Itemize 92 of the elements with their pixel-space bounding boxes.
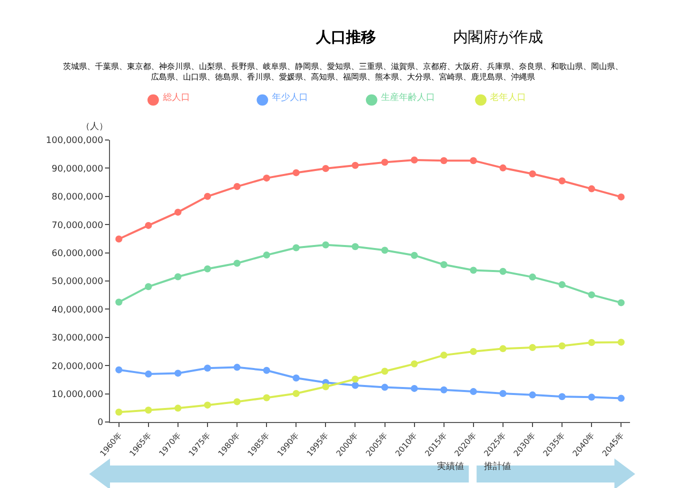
- point: [410, 252, 418, 259]
- point: [292, 390, 300, 398]
- point: [499, 268, 506, 275]
- point: [204, 192, 211, 200]
- point: [263, 394, 270, 402]
- y-tick-label: 30,000,000: [52, 334, 104, 344]
- point: [204, 265, 211, 272]
- point: [352, 162, 359, 169]
- point: [352, 376, 359, 383]
- point: [352, 382, 359, 389]
- point: [618, 394, 625, 402]
- point: [174, 208, 182, 216]
- point: [352, 243, 359, 250]
- point: [529, 170, 536, 178]
- chart-subtitle: 茨城県、千葉県、東京都、神奈川県、山梨県、長野県、岐阜県、静岡県、愛知県、三重県、滋賀県、京都府、大阪府、兵庫県、奈良県、和歌山県、岡山県、広島県、山口県、徳島県、香川県、愛媛県、高知県、福岡県、熊本県、大分県、宮崎県、鹿児島県、沖縄県: [63, 62, 623, 82]
- text: 推計値: [484, 461, 511, 472]
- point: [499, 164, 506, 172]
- point: [144, 283, 152, 290]
- point: [440, 261, 448, 268]
- legend-label: 生産年齢人口: [381, 92, 435, 103]
- point: [499, 345, 506, 352]
- point: [470, 266, 477, 274]
- point: [115, 235, 122, 242]
- y-tick-label: 0: [97, 418, 104, 428]
- point: [588, 338, 596, 346]
- point: [263, 252, 270, 259]
- y-tick-label: 40,000,000: [52, 305, 104, 316]
- text: 実績値: [437, 461, 464, 472]
- point: [588, 394, 596, 401]
- point: [529, 274, 536, 281]
- point: [174, 370, 182, 377]
- point: [440, 352, 448, 359]
- legend-label: 老年人口: [490, 92, 526, 103]
- point: [470, 348, 477, 355]
- point: [558, 342, 566, 350]
- point: [174, 273, 182, 280]
- legend-label: 総人口: [162, 92, 190, 103]
- point: [410, 360, 418, 368]
- point: [558, 177, 566, 184]
- y-tick-label: 60,000,000: [52, 248, 104, 259]
- point: [144, 370, 152, 378]
- point: [440, 386, 448, 394]
- point: [234, 260, 241, 267]
- point: [204, 402, 211, 409]
- point: [440, 157, 448, 164]
- point: [234, 183, 241, 190]
- point: [381, 158, 388, 166]
- point: [410, 384, 418, 392]
- legend-label: 年少人口: [272, 92, 308, 103]
- point: [558, 393, 566, 400]
- point: [558, 281, 566, 288]
- y-tick-label: 80,000,000: [52, 192, 104, 203]
- y-tick-label: 50,000,000: [52, 277, 104, 288]
- point: [381, 246, 388, 254]
- point: [618, 299, 625, 306]
- point: [588, 185, 596, 192]
- y-tick-label: 90,000,000: [52, 164, 104, 174]
- y-tick-label: 100,000,000: [46, 136, 104, 146]
- point: [618, 193, 625, 200]
- point: [115, 408, 122, 416]
- point: [115, 366, 122, 374]
- point: [499, 390, 506, 398]
- point: [322, 241, 330, 248]
- point: [234, 398, 241, 406]
- point: [410, 156, 418, 164]
- chart-title: 人口推移: [315, 28, 376, 46]
- point: [529, 391, 536, 398]
- point: [234, 364, 241, 371]
- y-tick-label: 10,000,000: [52, 390, 104, 400]
- point: [144, 406, 152, 414]
- point: [322, 383, 330, 390]
- y-tick-label: 70,000,000: [52, 220, 104, 231]
- point: [322, 164, 330, 172]
- text: 内閣府が作成: [453, 28, 543, 46]
- point: [470, 388, 477, 396]
- point: [292, 169, 300, 176]
- point: [115, 298, 122, 306]
- point: [292, 374, 300, 382]
- point: [174, 404, 182, 412]
- y-tick-label: 20,000,000: [52, 362, 104, 372]
- point: [204, 364, 211, 372]
- point: [470, 157, 477, 164]
- point: [263, 366, 270, 374]
- y-axis-title: （人）: [81, 121, 108, 132]
- point: [381, 384, 388, 391]
- point: [144, 222, 152, 229]
- point: [529, 344, 536, 352]
- point: [292, 244, 300, 252]
- point: [381, 368, 388, 375]
- point: [618, 338, 625, 346]
- point: [588, 291, 596, 298]
- point: [263, 174, 270, 182]
